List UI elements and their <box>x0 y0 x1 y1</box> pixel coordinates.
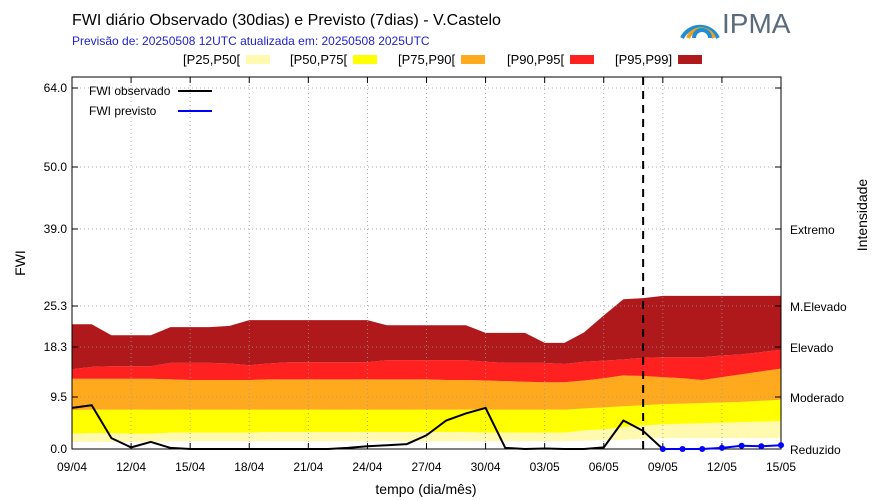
chart-title: FWI diário Observado (30dias) e Previsto… <box>72 12 501 29</box>
forecast-point <box>659 446 666 452</box>
ipma-logo-icon <box>680 24 720 39</box>
legend-band-swatch <box>353 55 378 64</box>
legend-observed-label: FWI observado <box>89 84 171 98</box>
y-tick-label: 64.0 <box>44 81 68 95</box>
observed-series-line <box>71 404 664 451</box>
legend-forecast-label: FWI previsto <box>89 104 157 118</box>
legend-band-3: [P90,P95[ <box>507 52 595 67</box>
y-tick-label: 39.0 <box>44 222 68 236</box>
legend-band-2: [P75,P90[ <box>398 52 486 67</box>
band-p95-p99 <box>72 295 781 370</box>
x-tick-label: 09/05 <box>648 460 678 474</box>
x-axis-label: tempo (dia/mês) <box>375 481 476 497</box>
x-tick-label: 03/05 <box>530 460 560 474</box>
y-axis-label: FWI <box>12 250 28 276</box>
forecast-point <box>679 446 686 452</box>
x-tick-label: 15/04 <box>175 460 205 474</box>
y-tick-label: 0.0 <box>50 442 67 456</box>
legend-band-label: [P25,P50[ <box>183 52 241 67</box>
x-tick-label: 06/05 <box>589 460 619 474</box>
legend-band-4: [P95,P99] <box>615 52 703 67</box>
intensity-label: Elevado <box>790 341 834 355</box>
y-tick-label: 50.0 <box>44 160 68 174</box>
y-tick-label: 25.3 <box>44 299 68 313</box>
legend-band-swatch <box>246 55 271 64</box>
x-tick-label: 09/04 <box>57 460 87 474</box>
legend-band-swatch <box>570 55 595 64</box>
legend-band-0: [P25,P50[ <box>183 52 271 67</box>
x-tick-label: 12/05 <box>707 460 737 474</box>
y-tick-label: 9.5 <box>50 390 67 404</box>
x-tick-label: 30/04 <box>471 460 501 474</box>
intensity-label: M.Elevado <box>790 300 847 314</box>
legend-band-swatch <box>678 55 703 64</box>
x-tick-label: 27/04 <box>411 460 441 474</box>
band-p25-p50 <box>72 421 781 442</box>
legend-band-label: [P90,P95[ <box>507 52 565 67</box>
y-tick-label: 18.3 <box>44 340 68 354</box>
legend-band-label: [P50,P75[ <box>290 52 348 67</box>
x-tick-label: 15/05 <box>766 460 796 474</box>
legend-band-label: [P95,P99] <box>615 52 673 67</box>
x-tick-label: 12/04 <box>116 460 146 474</box>
x-tick-label: 21/04 <box>293 460 323 474</box>
forecast-point <box>699 446 706 452</box>
intensity-label: Moderado <box>790 391 844 405</box>
forecast-point <box>758 443 765 450</box>
legend-band-1: [P50,P75[ <box>290 52 378 67</box>
intensity-label: Reduzido <box>790 443 841 457</box>
forecast-point <box>718 444 725 451</box>
legend-band-label: [P75,P90[ <box>398 52 456 67</box>
x-tick-label: 24/04 <box>352 460 382 474</box>
intensity-label: Extremo <box>790 223 835 237</box>
y2-axis-label: Intensidade <box>854 179 870 252</box>
x-tick-label: 18/04 <box>234 460 264 474</box>
forecast-point <box>738 442 745 449</box>
chart-subtitle: Previsão de: 20250508 12UTC atualizada e… <box>72 34 430 48</box>
legend-band-swatch <box>461 55 486 64</box>
forecast-point <box>778 442 784 449</box>
ipma-logo-text: IPMA <box>722 8 791 39</box>
